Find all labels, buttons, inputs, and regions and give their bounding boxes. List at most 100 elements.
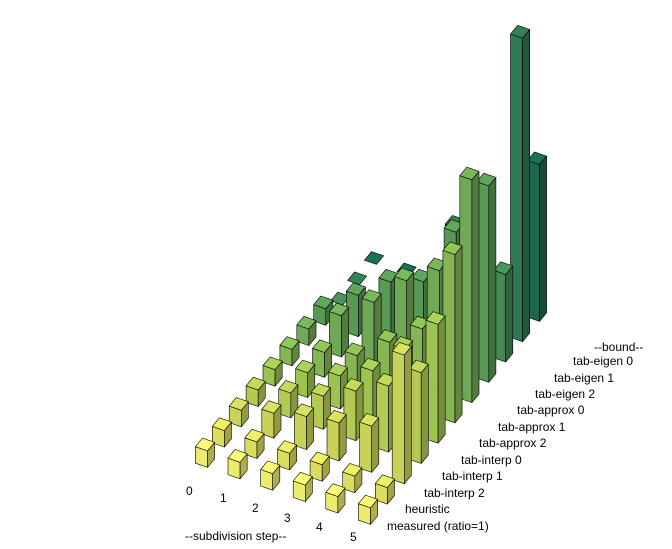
bar-tab-interp-0-step-1	[295, 359, 316, 398]
bar-top-face	[377, 329, 398, 343]
bar-top-face	[260, 460, 281, 475]
bar-top-face	[262, 356, 283, 371]
bar-tab-approx-2-step-5	[442, 241, 463, 424]
x-axis-title: --subdivision step--	[185, 529, 286, 543]
bar-tab-interp-1-step-0	[245, 376, 266, 407]
bar-tab-eigen-2-step-5	[493, 261, 514, 363]
bar-tab-eigen-0-step-0	[364, 251, 384, 265]
bar-tab-interp-2-step-1	[261, 400, 282, 439]
y-tick-label: tab-eigen 1	[554, 371, 614, 385]
bar-measured-ratio-1--step-4	[325, 483, 346, 514]
bar-tab-eigen-0-step-5	[527, 151, 547, 322]
bar-top-face	[309, 451, 330, 466]
bar-top-face	[292, 471, 313, 486]
bar-front-face	[294, 412, 307, 450]
bar-heuristic-step-3	[309, 451, 330, 482]
y-tick-labels: measured (ratio=1) heuristic tab-interp 2 t…	[387, 354, 633, 533]
bar-top-face	[245, 376, 266, 391]
bar-top-face	[195, 437, 215, 452]
bar-tab-approx-2-step-0	[279, 336, 300, 367]
bar-tab-interp-2-step-4	[359, 413, 380, 473]
y-tick-label: heuristic	[405, 502, 450, 516]
bar-side-face	[522, 29, 531, 343]
bar-side-face	[488, 177, 497, 383]
bar-top-face	[361, 289, 382, 303]
bar-tab-eigen-1-step-5	[510, 24, 531, 343]
bar-top-face	[313, 295, 334, 310]
bar-top-face	[459, 166, 480, 181]
bar-measured-ratio-1--step-0	[195, 437, 215, 468]
bar-top-face	[342, 463, 363, 477]
bar-top-face	[277, 440, 298, 454]
bar-side-face	[403, 346, 412, 485]
bar-top-face	[279, 336, 300, 350]
y-tick-label: measured (ratio=1)	[387, 519, 489, 533]
x-tick-labels: 0 1 2 3 4 5	[186, 484, 357, 544]
bar-top-face	[408, 359, 429, 374]
bar-tab-eigen-1-step-0	[347, 271, 368, 286]
y-tick-label: tab-interp 0	[461, 453, 522, 467]
bar-top-face	[296, 315, 317, 330]
bar-top-face	[329, 302, 349, 317]
bar-top-face	[527, 151, 547, 165]
bar-top-face	[244, 428, 265, 443]
bar-side-face	[371, 417, 380, 473]
x-tick-label: 5	[350, 530, 357, 544]
bar-top-face	[442, 241, 463, 255]
bar-base	[364, 251, 384, 265]
bar-front-face	[391, 350, 405, 485]
bar-top-face	[326, 409, 347, 424]
bar-top-face	[425, 311, 446, 325]
bar-top-face	[227, 449, 248, 463]
bar-side-face	[437, 315, 446, 444]
bar-top-face	[228, 397, 249, 411]
x-tick-label: 4	[316, 520, 323, 534]
bar-tab-approx-1-step-5	[459, 166, 480, 403]
bar-side-face	[539, 155, 547, 322]
bar-measured-ratio-1--step-3	[292, 471, 313, 502]
bar-heuristic-step-5	[374, 474, 395, 505]
bar-side-face	[471, 171, 480, 403]
bar-base	[347, 271, 368, 286]
bar-measured-ratio-1--step-5	[358, 494, 378, 525]
bar-tab-interp-2-step-3	[326, 409, 347, 462]
bar-tab-interp-2-step-5	[391, 341, 412, 485]
bar-tab-interp-0-step-5	[425, 311, 446, 444]
bar-tab-interp-0-step-0	[262, 356, 283, 387]
bar-heuristic-step-0	[212, 417, 232, 448]
bar-top-face	[294, 403, 314, 417]
bar-measured-ratio-1--step-2	[260, 460, 281, 491]
bar-tab-approx-1-step-0	[296, 315, 317, 346]
y-tick-label: tab-approx 1	[498, 420, 566, 434]
bar-top-face	[343, 378, 364, 392]
y-tick-label: tab-eigen 2	[535, 387, 595, 401]
bar-tab-approx-0-step-5	[476, 172, 497, 383]
bar-tab-interp-2-step-2	[294, 403, 314, 450]
bar-top-face	[295, 359, 316, 374]
bar-top-face	[359, 413, 380, 427]
bar-tab-interp-1-step-1	[278, 380, 299, 419]
bar-side-face	[454, 245, 463, 424]
y-tick-label: tab-interp 2	[424, 486, 485, 500]
bar-measured-ratio-1--step-1	[227, 449, 248, 480]
bar-heuristic-step-1	[244, 428, 265, 459]
x-tick-label: 1	[220, 491, 227, 505]
bar-top-face	[261, 400, 282, 414]
y-tick-label: tab-eigen 0	[573, 354, 633, 368]
bar-top-face	[510, 24, 531, 39]
bar-tab-approx-1-step-1	[329, 302, 349, 358]
bar-top-face	[327, 362, 348, 377]
bar-top-face	[358, 494, 378, 509]
bar-top-face	[212, 417, 232, 431]
bar-tab-interp-1-step-5	[408, 359, 429, 464]
bar-top-face	[374, 474, 395, 488]
bar-top-face	[344, 342, 365, 357]
bar-top-face	[493, 261, 514, 275]
bars-layer	[195, 24, 547, 525]
bar-top-face	[476, 172, 497, 187]
bar-top-face	[391, 341, 412, 356]
bar-side-face	[420, 363, 429, 464]
bar-heuristic-step-2	[277, 440, 298, 471]
bar-top-face	[394, 267, 415, 282]
y-tick-label: tab-interp 1	[442, 469, 503, 483]
